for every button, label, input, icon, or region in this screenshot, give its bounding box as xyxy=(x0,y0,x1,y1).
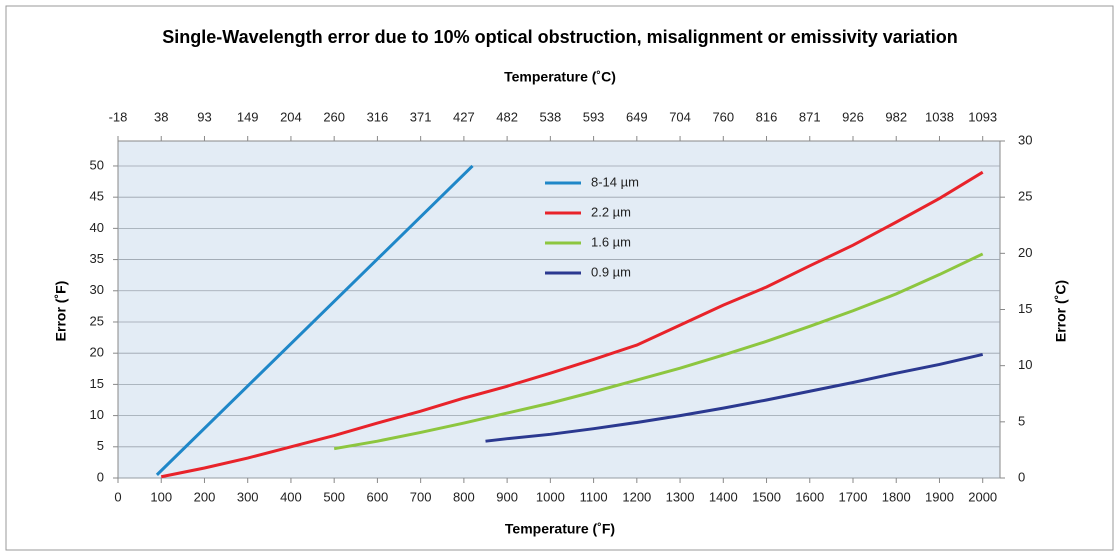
y2-tick-label: 30 xyxy=(1018,132,1032,147)
x-tick-label: 500 xyxy=(323,489,345,504)
x2-tick-label: 260 xyxy=(323,109,345,124)
y-tick-label: 40 xyxy=(90,220,104,235)
y-tick-label: 0 xyxy=(97,469,104,484)
x2-tick-label: 871 xyxy=(799,109,821,124)
x-tick-label: 1400 xyxy=(709,489,738,504)
x-tick-label: 1200 xyxy=(622,489,651,504)
y-tick-label: 50 xyxy=(90,157,104,172)
x2-tick-label: 816 xyxy=(756,109,778,124)
x-tick-label: 0 xyxy=(114,489,121,504)
x2-tick-label: 1093 xyxy=(968,109,997,124)
y-tick-label: 5 xyxy=(97,438,104,453)
x2-tick-label: 538 xyxy=(540,109,562,124)
y-tick-label: 30 xyxy=(90,282,104,297)
x-tick-label: 1600 xyxy=(795,489,824,504)
y-tick-label: 15 xyxy=(90,376,104,391)
x-tick-label: 1700 xyxy=(839,489,868,504)
x-tick-label: 100 xyxy=(150,489,172,504)
x-tick-label: 2000 xyxy=(968,489,997,504)
x-tick-label: 600 xyxy=(367,489,389,504)
x2-tick-label: 93 xyxy=(197,109,211,124)
y2-tick-label: 10 xyxy=(1018,357,1032,372)
y-tick-label: 35 xyxy=(90,251,104,266)
y-tick-label: 10 xyxy=(90,407,104,422)
series-line xyxy=(155,164,474,476)
x-tick-label: 800 xyxy=(453,489,475,504)
y2-tick-label: 5 xyxy=(1018,413,1025,428)
series-line xyxy=(160,170,984,479)
y-tick-label: 45 xyxy=(90,189,104,204)
x2-tick-label: 649 xyxy=(626,109,648,124)
x-tick-label: 1000 xyxy=(536,489,565,504)
x-tick-label: 1500 xyxy=(752,489,781,504)
x2-tick-label: 593 xyxy=(583,109,605,124)
legend-label: 2.2 µm xyxy=(591,204,631,219)
y2-tick-label: 20 xyxy=(1018,245,1032,260)
series-line xyxy=(485,352,984,443)
x2-tick-label: 149 xyxy=(237,109,259,124)
x2-tick-label: 760 xyxy=(712,109,734,124)
x2-tick-label: 1038 xyxy=(925,109,954,124)
x-tick-label: 1900 xyxy=(925,489,954,504)
x-tick-label: 1100 xyxy=(580,489,608,504)
x-axis-title: Temperature (˚F) xyxy=(505,521,615,537)
legend-label: 1.6 µm xyxy=(591,234,631,249)
plot-area xyxy=(117,140,1001,479)
series-line xyxy=(333,252,984,451)
x2-tick-label: 704 xyxy=(669,109,691,124)
x-tick-label: 400 xyxy=(280,489,302,504)
legend-label: 8-14 µm xyxy=(591,174,639,189)
y-axis-title: Error (˚F) xyxy=(53,281,69,342)
x2-tick-label: 926 xyxy=(842,109,864,124)
x2-tick-label: 982 xyxy=(885,109,907,124)
x2-tick-label: 427 xyxy=(453,109,475,124)
x2-tick-label: 204 xyxy=(280,109,302,124)
x2-tick-label: 482 xyxy=(496,109,518,124)
y2-tick-label: 0 xyxy=(1018,469,1025,484)
y2-tick-label: 15 xyxy=(1018,301,1032,316)
y2-axis-title: Error (˚C) xyxy=(1053,280,1069,342)
x-tick-label: 200 xyxy=(194,489,216,504)
x2-tick-label: 38 xyxy=(154,109,168,124)
y-tick-label: 25 xyxy=(90,313,104,328)
x-tick-label: 1800 xyxy=(882,489,911,504)
x-tick-label: 300 xyxy=(237,489,259,504)
chart-title: Single-Wavelength error due to 10% optic… xyxy=(162,27,958,47)
x2-tick-label: -18 xyxy=(109,109,128,124)
x2-tick-label: 371 xyxy=(410,109,432,124)
x-tick-label: 1300 xyxy=(666,489,695,504)
y-tick-label: 20 xyxy=(90,345,104,360)
x2-tick-label: 316 xyxy=(367,109,389,124)
legend-label: 0.9 µm xyxy=(591,264,631,279)
y2-tick-label: 25 xyxy=(1018,189,1032,204)
x2-axis-title: Temperature (˚C) xyxy=(504,69,616,85)
x-tick-label: 700 xyxy=(410,489,432,504)
x-tick-label: 900 xyxy=(496,489,518,504)
